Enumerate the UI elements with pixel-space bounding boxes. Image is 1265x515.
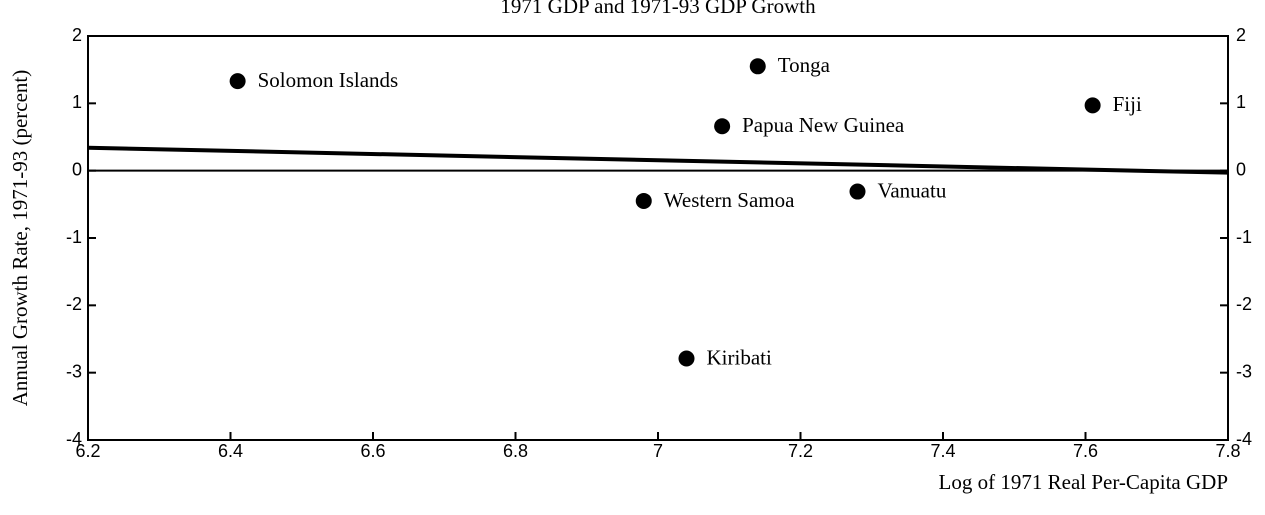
x-tick-label: 7.4 <box>930 441 955 461</box>
point-label: Western Samoa <box>664 188 795 212</box>
x-tick-label: 6.6 <box>360 441 385 461</box>
x-tick-label: 7.2 <box>788 441 813 461</box>
point-label: Solomon Islands <box>258 68 399 92</box>
y-tick-label: 0 <box>72 159 82 179</box>
chart-title: 1971 GDP and 1971-93 GDP Growth <box>500 0 816 18</box>
y-tick-label: -4 <box>66 429 82 449</box>
point <box>749 58 766 75</box>
x-tick-label: 6.8 <box>503 441 528 461</box>
trend-line <box>87 145 1229 175</box>
point <box>678 350 695 367</box>
y-tick-label: 1 <box>72 92 82 112</box>
point <box>1084 97 1101 114</box>
y-axis-label: Annual Growth Rate, 1971-93 (percent) <box>8 70 32 406</box>
y-tick-label: -2 <box>66 294 82 314</box>
point <box>849 183 866 200</box>
plot-frame <box>87 35 1229 441</box>
x-tick-label: 6.4 <box>218 441 243 461</box>
point-label: Vanuatu <box>878 178 947 202</box>
point-label: Fiji <box>1113 92 1142 116</box>
y-tick-label: 2 <box>72 25 82 45</box>
y2-tick-label: -2 <box>1236 294 1252 314</box>
x-tick-label: 6.2 <box>75 441 100 461</box>
point-label: Kiribati <box>707 345 772 369</box>
x-axis-label: Log of 1971 Real Per-Capita GDP <box>939 470 1228 494</box>
y2-tick-label: 2 <box>1236 25 1246 45</box>
point <box>714 118 731 135</box>
y2-tick-label: 0 <box>1236 159 1246 179</box>
point <box>229 73 246 90</box>
y2-tick-label: -3 <box>1236 361 1252 381</box>
y-tick-label: -1 <box>66 227 82 247</box>
y2-tick-label: -4 <box>1236 429 1252 449</box>
point-label: Papua New Guinea <box>742 113 905 137</box>
y2-tick-label: -1 <box>1236 227 1252 247</box>
point <box>635 192 652 209</box>
x-tick-label: 7 <box>653 441 663 461</box>
point-label: Tonga <box>778 53 831 77</box>
y2-tick-label: 1 <box>1236 92 1246 112</box>
y-tick-label: -3 <box>66 361 82 381</box>
x-tick-label: 7.8 <box>1215 441 1240 461</box>
x-tick-label: 7.6 <box>1073 441 1098 461</box>
